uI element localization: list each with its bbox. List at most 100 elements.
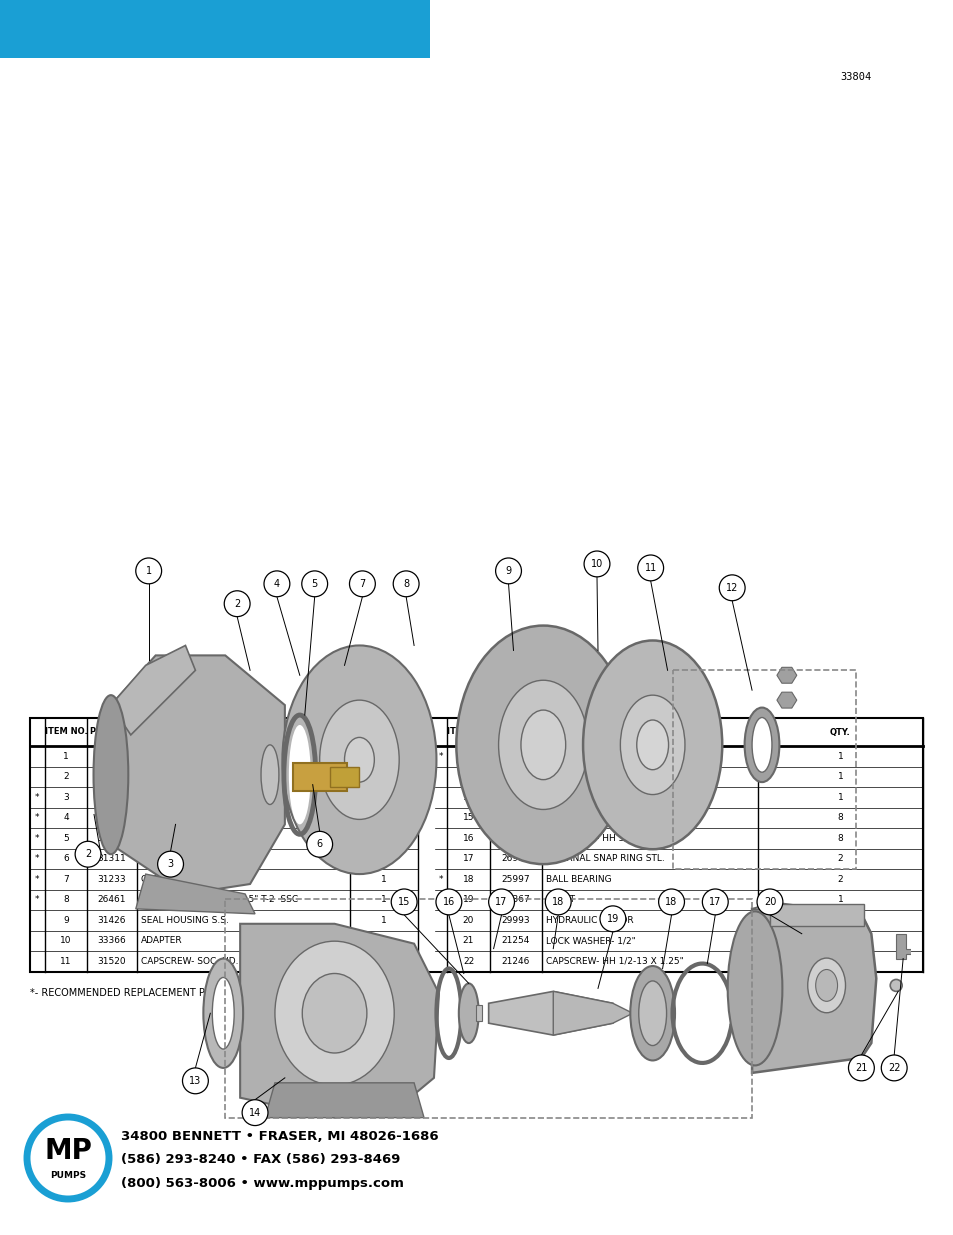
Text: 41259: 41259	[501, 834, 530, 842]
Text: MP: MP	[44, 1137, 91, 1165]
Ellipse shape	[889, 979, 902, 992]
Ellipse shape	[727, 911, 781, 1066]
Polygon shape	[135, 874, 254, 914]
Text: 33366: 33366	[97, 936, 126, 945]
Text: 31233: 31233	[97, 874, 126, 884]
Bar	[329, 767, 359, 787]
Text: 9: 9	[63, 915, 69, 925]
Circle shape	[182, 1068, 208, 1094]
Text: 18: 18	[462, 874, 474, 884]
Bar	[672, 671, 856, 869]
Text: 26998: 26998	[501, 855, 530, 863]
Text: PART NO.: PART NO.	[90, 727, 133, 736]
Text: 4: 4	[274, 579, 279, 589]
Ellipse shape	[261, 745, 278, 804]
Text: 8: 8	[403, 579, 409, 589]
Circle shape	[757, 889, 782, 915]
Text: 15: 15	[397, 897, 410, 906]
Text: 12: 12	[462, 752, 474, 761]
Text: *: *	[34, 834, 39, 842]
Text: SLINGER: SLINGER	[545, 772, 584, 782]
Text: 31648: 31648	[97, 814, 126, 823]
Circle shape	[545, 889, 571, 915]
Ellipse shape	[456, 626, 630, 864]
Circle shape	[638, 555, 663, 580]
Circle shape	[436, 889, 461, 915]
Text: QTY.: QTY.	[829, 727, 850, 736]
Text: 18: 18	[665, 897, 677, 906]
Circle shape	[488, 889, 514, 915]
Text: 1: 1	[837, 915, 842, 925]
Polygon shape	[553, 992, 632, 1035]
Text: 21254: 21254	[501, 936, 530, 945]
Text: PART NO.: PART NO.	[494, 727, 537, 736]
Text: 2: 2	[837, 957, 842, 966]
Text: 1: 1	[837, 772, 842, 782]
Text: 16: 16	[462, 834, 474, 842]
Ellipse shape	[93, 695, 129, 855]
Ellipse shape	[27, 1116, 109, 1199]
Ellipse shape	[302, 973, 367, 1053]
Text: 11: 11	[644, 563, 656, 573]
Text: CAPSCREW- HH 1/2-13 X 1.25": CAPSCREW- HH 1/2-13 X 1.25"	[545, 957, 683, 966]
Text: 14: 14	[462, 793, 474, 802]
Text: 6: 6	[63, 855, 69, 863]
Bar	[30, 718, 923, 972]
Text: 20: 20	[462, 915, 474, 925]
Text: ADAPTER: ADAPTER	[141, 936, 182, 945]
Text: 2: 2	[381, 772, 386, 782]
Text: 1: 1	[381, 855, 387, 863]
Text: 26680: 26680	[501, 772, 530, 782]
Circle shape	[307, 831, 333, 857]
Text: 14: 14	[249, 1108, 261, 1118]
Text: 7: 7	[63, 874, 69, 884]
Ellipse shape	[815, 969, 837, 1002]
Text: 2: 2	[85, 850, 91, 860]
Bar	[0, 0, 430, 58]
Text: 12: 12	[725, 583, 738, 593]
Text: 22: 22	[887, 1063, 900, 1073]
Text: 15: 15	[462, 814, 474, 823]
Ellipse shape	[751, 718, 771, 772]
Text: 13: 13	[462, 772, 474, 782]
Text: 8: 8	[63, 895, 69, 904]
Ellipse shape	[344, 737, 374, 782]
Circle shape	[847, 1055, 873, 1081]
Text: VOLUTE S.S.: VOLUTE S.S.	[141, 752, 196, 761]
Bar	[225, 899, 751, 1118]
Text: 1: 1	[837, 895, 842, 904]
Text: DRIVE SLEAVE S.S.: DRIVE SLEAVE S.S.	[141, 855, 225, 863]
Text: (800) 563-8006 • www.mppumps.com: (800) 563-8006 • www.mppumps.com	[121, 1177, 403, 1191]
Text: 31312: 31312	[501, 752, 530, 761]
Ellipse shape	[520, 710, 565, 779]
Text: HEX JAM NUT S.S.- 5/8-18: HEX JAM NUT S.S.- 5/8-18	[141, 793, 255, 802]
Text: 17: 17	[495, 897, 507, 906]
Circle shape	[599, 906, 625, 931]
Text: 17: 17	[708, 897, 720, 906]
Text: 1: 1	[381, 936, 387, 945]
Text: SHAFT: SHAFT	[545, 895, 575, 904]
Text: 21: 21	[462, 936, 474, 945]
Text: 1: 1	[837, 752, 842, 761]
Text: ITEM NO.: ITEM NO.	[45, 727, 88, 736]
Text: *: *	[34, 793, 39, 802]
Text: 5: 5	[63, 834, 69, 842]
Text: 11: 11	[60, 957, 71, 966]
Ellipse shape	[636, 720, 668, 769]
Text: 21266: 21266	[501, 814, 530, 823]
Ellipse shape	[282, 646, 436, 874]
Circle shape	[135, 558, 161, 584]
Text: 1: 1	[381, 915, 387, 925]
Text: DESCRIPTION: DESCRIPTION	[618, 727, 680, 736]
Text: *: *	[438, 874, 443, 884]
Text: 31426: 31426	[97, 915, 126, 925]
Ellipse shape	[744, 708, 779, 782]
Text: HYDRAULIC MOTOR: HYDRAULIC MOTOR	[545, 915, 633, 925]
Polygon shape	[240, 924, 438, 1118]
Text: 1: 1	[381, 752, 387, 761]
Circle shape	[157, 851, 183, 877]
Text: SEAL HOUSING S.S.: SEAL HOUSING S.S.	[141, 915, 229, 925]
Bar	[293, 763, 347, 790]
Bar	[769, 904, 863, 926]
Text: 1: 1	[381, 834, 387, 842]
